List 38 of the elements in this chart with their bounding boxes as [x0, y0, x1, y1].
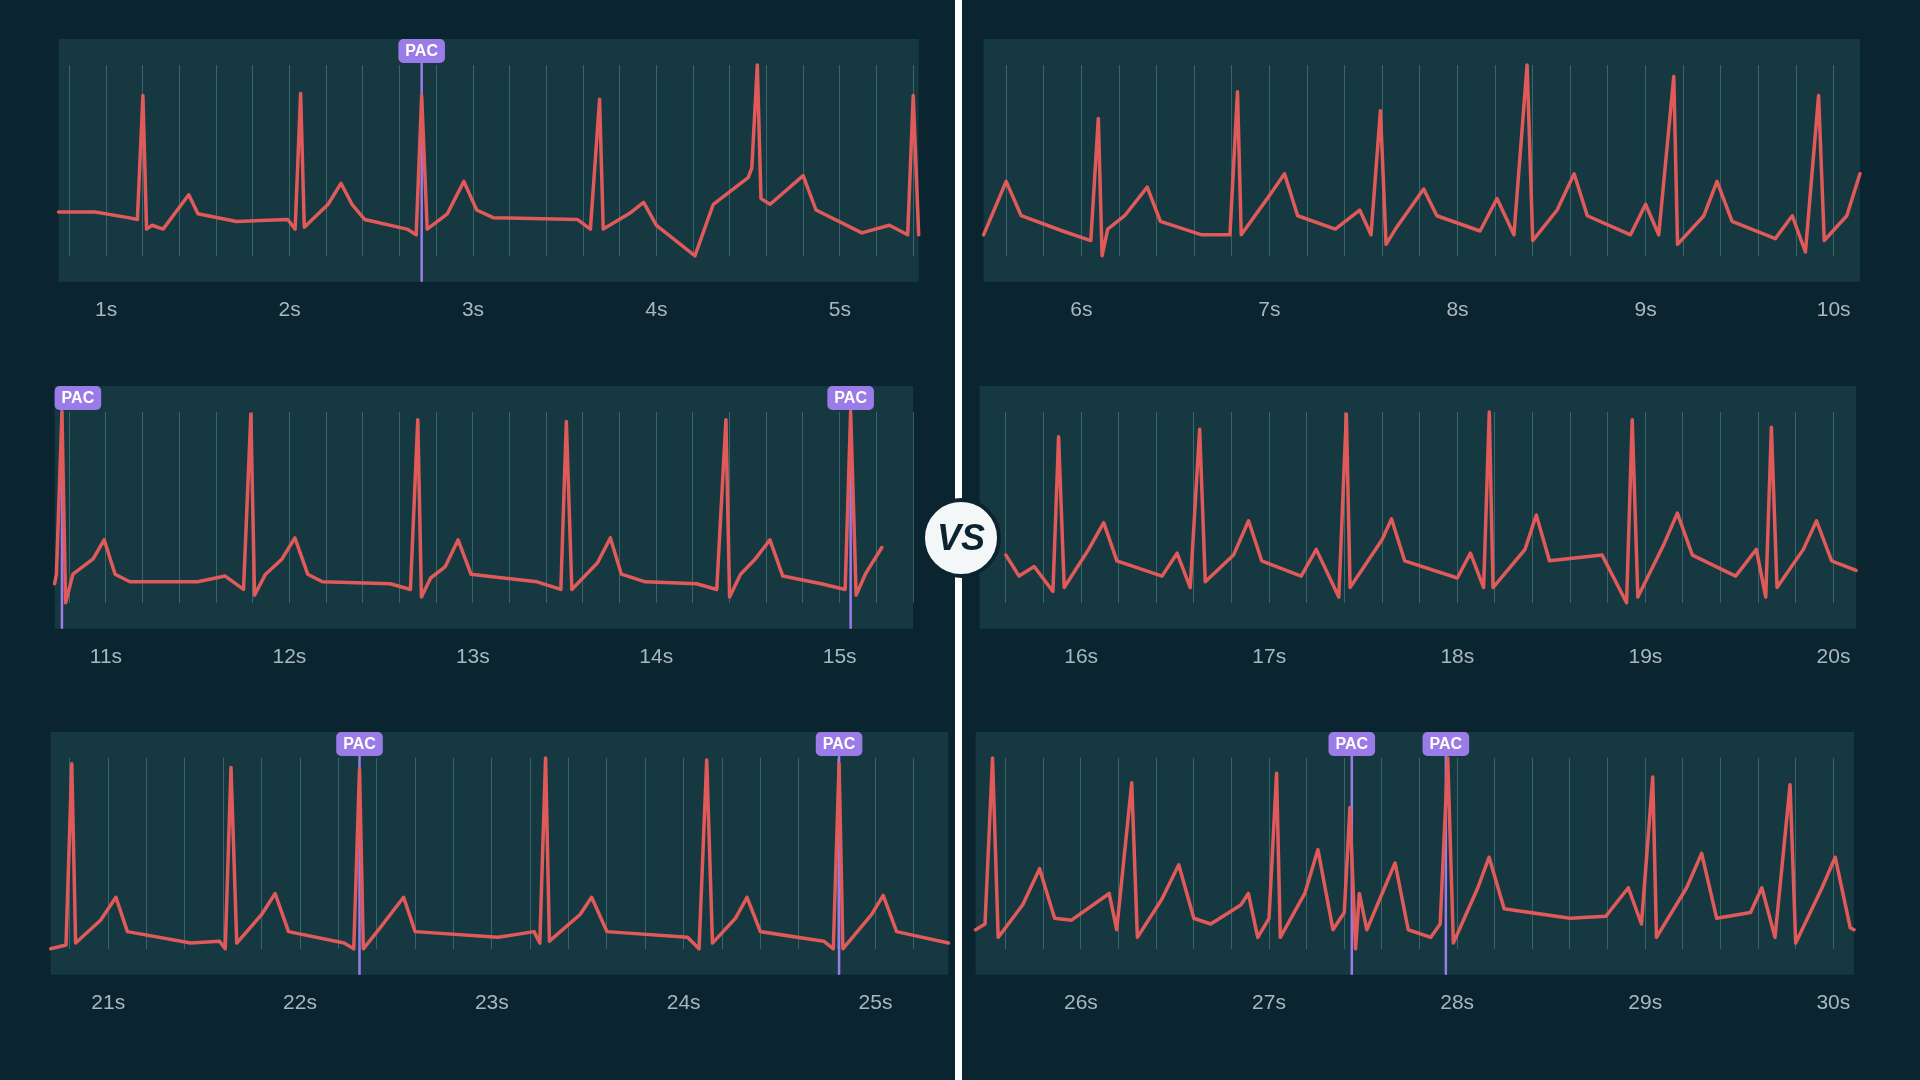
x-tick-label: 19s — [1628, 644, 1663, 668]
ref-line-label: PAC — [405, 42, 439, 60]
x-tick-label: 28s — [1440, 990, 1475, 1014]
x-tick-label: 3s — [461, 297, 485, 321]
x-tick-label: 8s — [1446, 297, 1469, 321]
x-tick-label: 18s — [1440, 644, 1475, 668]
x-tick-label: 14s — [639, 644, 674, 668]
x-tick-label: 21s — [91, 990, 126, 1014]
x-tick-label: 27s — [1252, 990, 1286, 1014]
x-tick-label: 12s — [272, 644, 307, 668]
x-tick-label: 29s — [1628, 990, 1663, 1014]
ref-line-label: PAC — [1335, 735, 1369, 753]
x-tick-label: 1s — [95, 297, 118, 321]
x-tick-label: 10s — [1816, 297, 1851, 321]
x-tick-label: 13s — [455, 644, 490, 668]
x-tick-label: 4s — [645, 297, 668, 321]
annotation: VS — [936, 517, 986, 559]
x-tick-label: 6s — [1070, 297, 1093, 321]
x-tick-label: 17s — [1252, 644, 1287, 668]
x-tick-label: 25s — [858, 990, 893, 1014]
x-tick-label: 23s — [474, 990, 509, 1014]
x-tick-label: 5s — [828, 297, 851, 321]
x-tick-label: 16s — [1064, 644, 1099, 668]
ref-line-label: PAC — [1429, 735, 1463, 753]
x-tick-label: 20s — [1816, 644, 1851, 668]
x-tick-label: 26s — [1064, 990, 1098, 1014]
ref-line-label: PAC — [343, 735, 377, 753]
x-tick-label: 9s — [1634, 297, 1657, 321]
x-tick-label: 24s — [666, 990, 701, 1014]
x-tick-label: 2s — [278, 297, 301, 321]
x-tick-label: 22s — [283, 990, 317, 1014]
x-tick-label: 15s — [822, 644, 857, 668]
x-tick-label: 7s — [1258, 297, 1281, 321]
ref-line-label: PAC — [822, 735, 856, 753]
ref-line-label: PAC — [61, 389, 95, 407]
x-tick-label: 11s — [89, 644, 123, 668]
x-tick-label: 30s — [1816, 990, 1851, 1014]
ref-line-label: PAC — [834, 389, 868, 407]
